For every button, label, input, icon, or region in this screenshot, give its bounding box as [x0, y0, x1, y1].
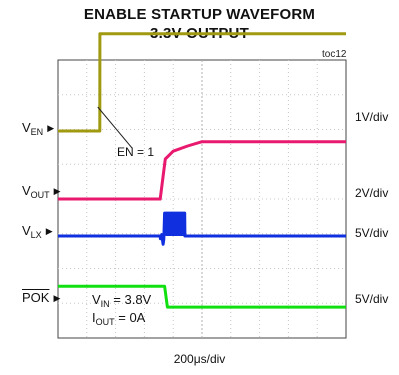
- channel-marker-icon: ▶: [45, 226, 53, 236]
- chart-title-line1: ENABLE STARTUP WAVEFORM: [83, 6, 316, 23]
- channel-marker-icon: ▶: [47, 123, 55, 133]
- trace-vlx: [58, 211, 346, 246]
- iout-condition: IOUT = 0A: [92, 310, 146, 327]
- channel-marker-icon: ▶: [53, 293, 61, 303]
- trace-vout: [58, 140, 346, 201]
- channel-label-vout: VOUT ▶: [22, 183, 61, 200]
- channel-marker-icon: ▶: [53, 186, 61, 196]
- scale-label-vout: 2V/div: [355, 186, 389, 200]
- channel-label-vlx: VLX ▶: [22, 223, 53, 240]
- x-scale-label: 200μs/div: [173, 352, 226, 366]
- scale-label-ven: 1V/div: [355, 110, 389, 124]
- trace-ven: [58, 32, 346, 133]
- en-annotation: EN = 1: [117, 145, 155, 159]
- scale-label-vlx: 5V/div: [355, 226, 389, 240]
- vin-condition: VIN = 3.8V: [92, 292, 152, 309]
- channel-label-ven: VEN ▶: [22, 120, 55, 137]
- channel-label-pok: POK ▶: [22, 290, 61, 305]
- en-annotation-pointer: [97, 106, 133, 149]
- scale-label-pok: 5V/div: [355, 292, 389, 306]
- vlx-switching-burst: [165, 213, 185, 236]
- figure-tag: toc12: [322, 49, 347, 60]
- trace-pok: [58, 284, 346, 309]
